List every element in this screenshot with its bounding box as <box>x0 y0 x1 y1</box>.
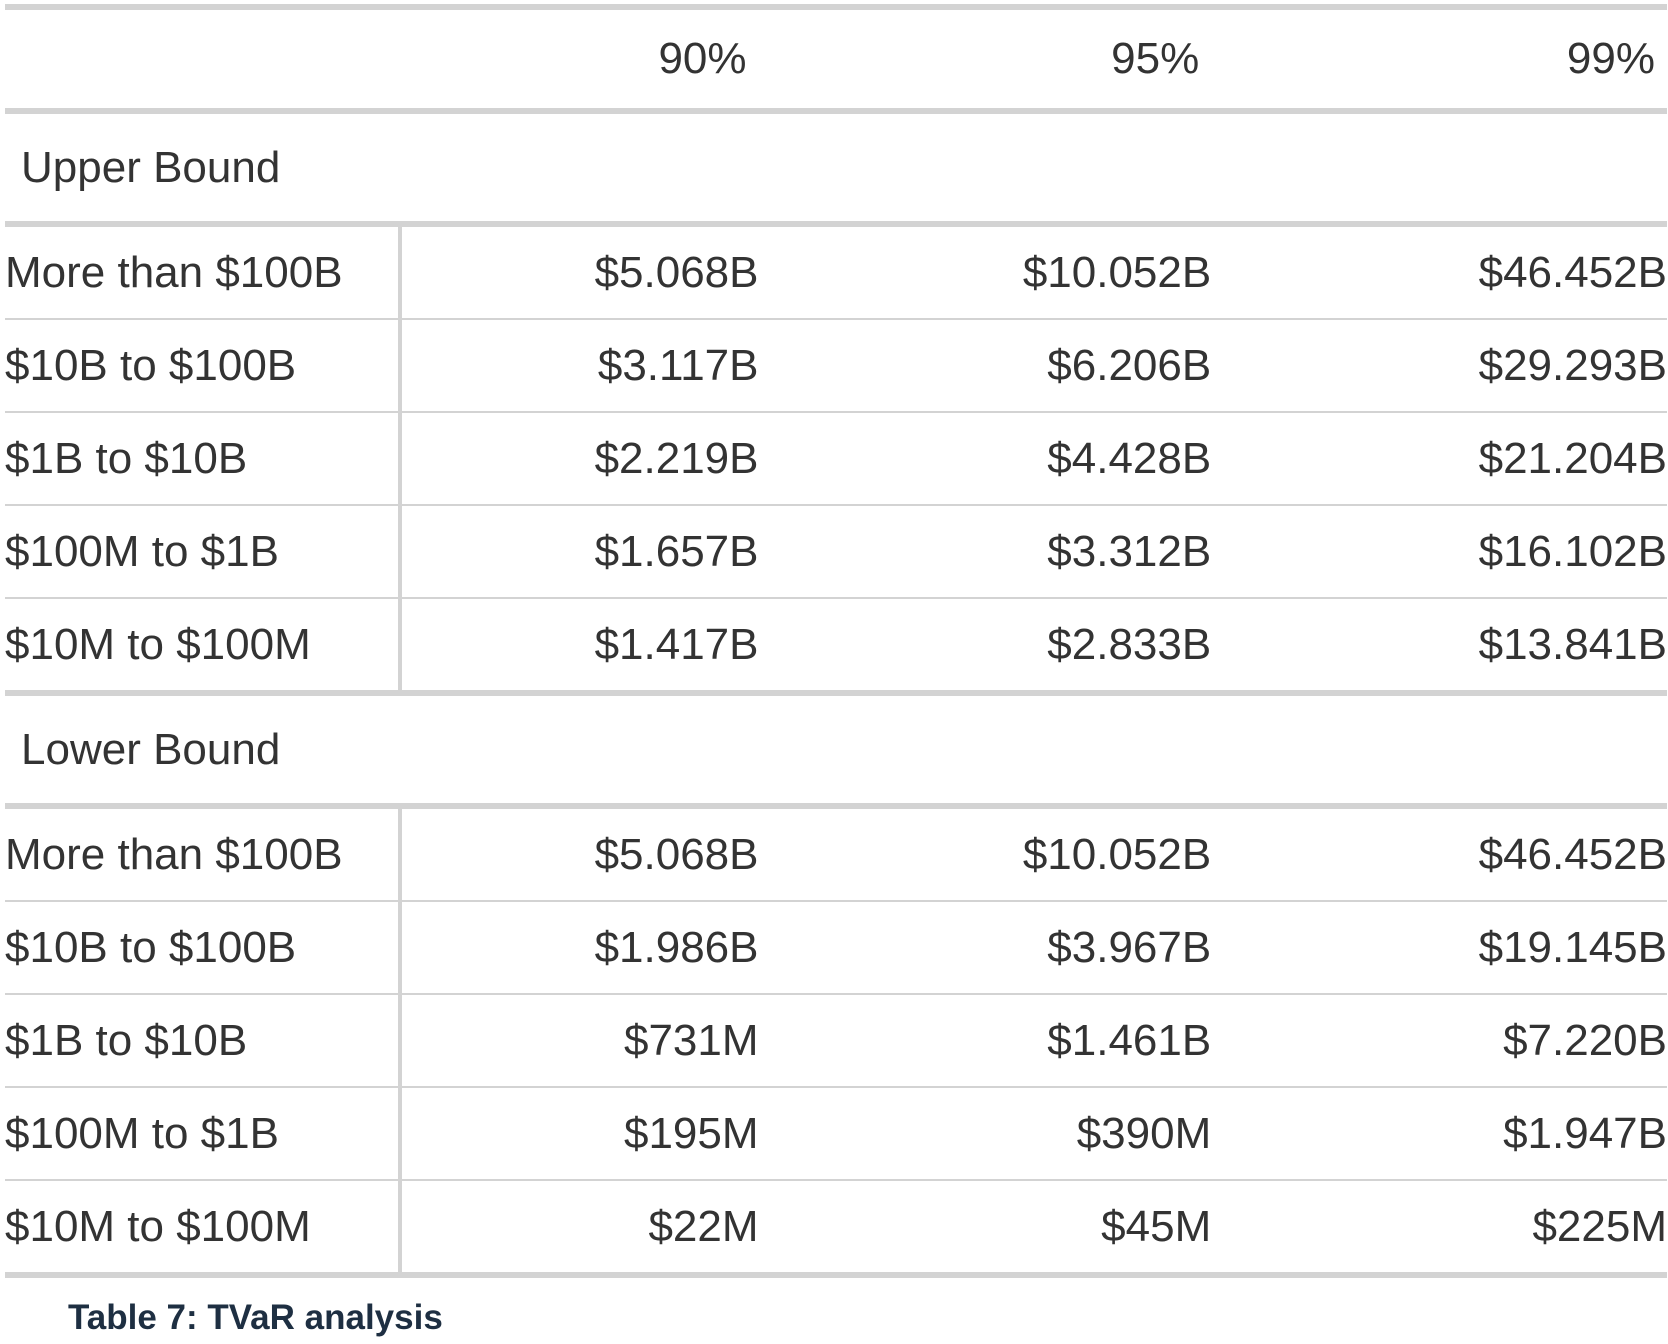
row-label: More than $100B <box>5 806 403 901</box>
group-label: Lower Bound <box>21 724 281 774</box>
cell-99: $29.293B <box>1478 340 1667 390</box>
cell-99: $21.204B <box>1478 433 1667 483</box>
cell-95: $45M <box>1101 1201 1212 1251</box>
cell-99: $7.220B <box>1503 1015 1667 1065</box>
cell-95: $390M <box>1076 1108 1212 1158</box>
row-label: $1B to $10B <box>5 412 403 505</box>
table-row: $100M to $1B $1.657B $3.312B $16.102B <box>5 505 1667 598</box>
row-label: $10M to $100M <box>5 598 403 693</box>
cell-95: $3.312B <box>1047 526 1212 576</box>
cell-99: $46.452B <box>1478 829 1667 879</box>
table-row: $100M to $1B $195M $390M $1.947B <box>5 1087 1667 1180</box>
table-row: $10B to $100B $3.117B $6.206B $29.293B <box>5 319 1667 412</box>
table-row: $10B to $100B $1.986B $3.967B $19.145B <box>5 901 1667 994</box>
cell-95: $4.428B <box>1047 433 1212 483</box>
column-header-99: 99% <box>1566 34 1655 83</box>
row-label: $10B to $100B <box>5 319 403 412</box>
cell-90: $1.417B <box>594 619 759 669</box>
cell-90: $2.219B <box>594 433 759 483</box>
cell-95: $10.052B <box>1022 829 1212 879</box>
table-header-row: 90% 95% 99% <box>5 7 1667 111</box>
column-header-90: 90% <box>658 34 747 83</box>
group-header-upper-bound: Upper Bound <box>5 111 1667 224</box>
table-row: More than $100B $5.068B $10.052B $46.452… <box>5 224 1667 319</box>
cell-90: $1.657B <box>594 526 759 576</box>
row-label: More than $100B <box>5 224 403 319</box>
column-header-95: 95% <box>1111 34 1200 83</box>
table-row: $10M to $100M $22M $45M $225M <box>5 1180 1667 1275</box>
table-row: $10M to $100M $1.417B $2.833B $13.841B <box>5 598 1667 693</box>
row-label: $1B to $10B <box>5 994 403 1087</box>
table-row: $1B to $10B $731M $1.461B $7.220B <box>5 994 1667 1087</box>
cell-90: $3.117B <box>597 340 759 390</box>
cell-95: $1.461B <box>1047 1015 1212 1065</box>
table-caption: Table 7: TVaR analysis <box>68 1298 443 1337</box>
cell-90: $5.068B <box>594 829 759 879</box>
cell-90: $731M <box>623 1015 759 1065</box>
cell-99: $16.102B <box>1478 526 1667 576</box>
group-header-lower-bound: Lower Bound <box>5 693 1667 806</box>
cell-99: $46.452B <box>1478 247 1667 297</box>
cell-99: $19.145B <box>1478 922 1667 972</box>
cell-90: $195M <box>623 1108 759 1158</box>
tvar-table: 90% 95% 99% Upper Bound More than $100B … <box>5 4 1667 1278</box>
cell-99: $1.947B <box>1503 1108 1667 1158</box>
cell-99: $225M <box>1532 1201 1667 1251</box>
cell-99: $13.841B <box>1478 619 1667 669</box>
table-row: More than $100B $5.068B $10.052B $46.452… <box>5 806 1667 901</box>
table-row: $1B to $10B $2.219B $4.428B $21.204B <box>5 412 1667 505</box>
row-label: $10M to $100M <box>5 1180 403 1275</box>
cell-90: $5.068B <box>594 247 759 297</box>
group-label: Upper Bound <box>21 142 281 192</box>
cell-95: $2.833B <box>1047 619 1212 669</box>
cell-90: $22M <box>648 1201 759 1251</box>
row-label: $10B to $100B <box>5 901 403 994</box>
cell-90: $1.986B <box>594 922 759 972</box>
cell-95: $10.052B <box>1022 247 1212 297</box>
cell-95: $6.206B <box>1047 340 1212 390</box>
row-label: $100M to $1B <box>5 1087 403 1180</box>
column-header-label <box>5 7 400 111</box>
cell-95: $3.967B <box>1047 922 1212 972</box>
row-label: $100M to $1B <box>5 505 403 598</box>
